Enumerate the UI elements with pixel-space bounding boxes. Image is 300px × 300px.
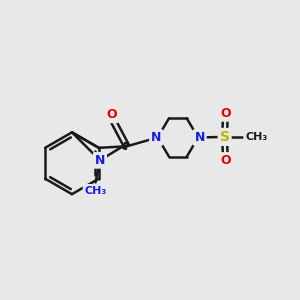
Text: O: O xyxy=(220,107,230,120)
Text: O: O xyxy=(220,154,230,167)
Text: O: O xyxy=(107,108,117,121)
Text: S: S xyxy=(220,130,230,144)
Text: N: N xyxy=(95,154,105,167)
Text: N: N xyxy=(194,131,205,144)
Text: CH₃: CH₃ xyxy=(245,132,267,142)
Text: CH₃: CH₃ xyxy=(84,186,107,196)
Text: N: N xyxy=(151,131,161,144)
